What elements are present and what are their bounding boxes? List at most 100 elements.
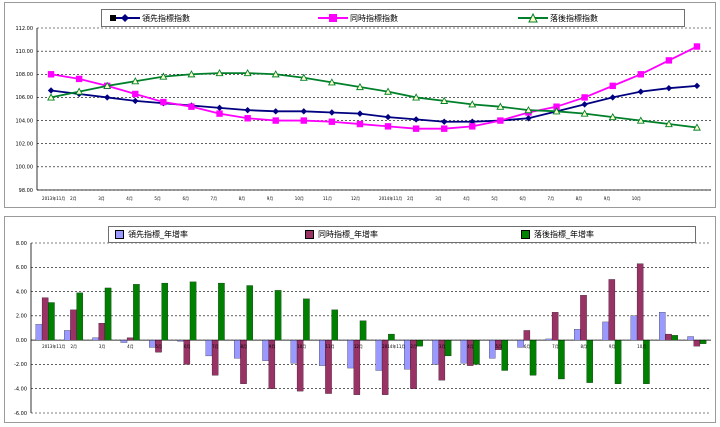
bar-series-1-bar bbox=[240, 340, 247, 384]
series-2-point bbox=[552, 107, 561, 115]
series-2-point bbox=[131, 77, 140, 85]
bar-series-2-bar bbox=[529, 340, 537, 376]
bar-chart-x-tick-label: 10月 bbox=[637, 344, 646, 349]
series-0-point bbox=[665, 84, 673, 92]
series-1-point bbox=[300, 117, 307, 124]
bar-chart-x-tick-label: 6月 bbox=[524, 344, 531, 349]
bar-chart-y-tick-label: 0.00 bbox=[16, 338, 27, 344]
bar-chart-x-tick-label: 4月 bbox=[127, 344, 134, 349]
bar-series-0-bar bbox=[120, 340, 128, 343]
bar-series-0-bar bbox=[319, 340, 326, 366]
series-1-point bbox=[328, 118, 336, 125]
bar-series-2-bar bbox=[218, 282, 225, 341]
bar-chart-x-tick-label: 7月 bbox=[552, 344, 559, 349]
series-2-point bbox=[412, 93, 421, 101]
series-0-point bbox=[693, 82, 701, 90]
legend-item-lagging-yoy: 落後指標_年增率 bbox=[521, 229, 594, 240]
series-0-point bbox=[272, 108, 279, 115]
bar-series-1-bar bbox=[551, 312, 559, 341]
bar-series-2-bar bbox=[331, 309, 338, 341]
line-chart-y-tick-label: 98.00 bbox=[19, 188, 33, 194]
line-chart-y-tick-label: 112.00 bbox=[16, 26, 34, 32]
line-chart-legend: 領先指標指數 同時指標指數 落後指標指數 bbox=[101, 9, 685, 27]
series-2-point bbox=[440, 96, 449, 104]
bar-series-1-bar bbox=[211, 340, 219, 376]
series-1-point bbox=[581, 94, 588, 101]
legend-item-leading-yoy: 領先指標_年增率 bbox=[115, 229, 188, 240]
bar-series-0-bar bbox=[460, 340, 468, 364]
series-0-point bbox=[216, 104, 223, 112]
coincident-yoy-swatch-icon bbox=[305, 230, 314, 239]
bar-series-0-bar bbox=[545, 338, 553, 341]
bar-series-1-bar bbox=[183, 340, 191, 365]
series-0-point bbox=[244, 106, 251, 114]
series-2-point bbox=[103, 81, 112, 89]
bar-chart-x-tick-label: 12月 bbox=[354, 344, 363, 349]
series-0-point bbox=[637, 88, 644, 95]
bar-chart-x-tick-label: 2月 bbox=[411, 344, 418, 349]
bar-chart-x-tick-label: 6月 bbox=[184, 344, 191, 349]
bar-series-2-bar bbox=[416, 340, 423, 347]
bar-series-0-bar bbox=[92, 337, 99, 341]
series-2-point bbox=[468, 100, 477, 108]
line-chart-x-tick-label: 10月 bbox=[295, 196, 304, 201]
series-0-point bbox=[328, 109, 336, 116]
series-2-point bbox=[47, 93, 56, 101]
line-chart-y-tick-label: 108.00 bbox=[16, 72, 34, 78]
series-0-point bbox=[412, 116, 420, 123]
bar-series-1-bar bbox=[381, 340, 389, 395]
bar-series-1-bar bbox=[693, 340, 701, 347]
bar-series-2-bar bbox=[699, 340, 707, 344]
bar-series-1-bar bbox=[410, 340, 417, 389]
bar-series-2-bar bbox=[189, 281, 197, 341]
bar-series-1-bar bbox=[636, 263, 644, 341]
line-chart-x-tick-label: 2月 bbox=[407, 196, 414, 201]
bar-series-0-bar bbox=[659, 312, 666, 341]
series-1-point bbox=[441, 125, 448, 132]
bar-series-0-bar bbox=[262, 340, 269, 361]
series-2-point bbox=[159, 72, 168, 80]
series-1-point bbox=[216, 110, 223, 117]
series-2-point bbox=[75, 87, 84, 95]
bar-series-1-bar bbox=[608, 279, 616, 341]
bar-series-1-bar bbox=[523, 330, 531, 341]
bar-chart-x-tick-label: 9月 bbox=[269, 344, 276, 349]
bar-chart-x-tick-label: 9月 bbox=[609, 344, 616, 349]
series-2-point bbox=[580, 109, 589, 117]
line-chart-x-tick-label: 3月 bbox=[98, 196, 105, 201]
bar-chart-y-tick-label: -6.00 bbox=[14, 411, 27, 417]
series-2-point bbox=[355, 82, 364, 91]
legend-label-coincident-yoy: 同時指標_年增率 bbox=[318, 230, 378, 239]
series-1-point bbox=[47, 71, 55, 78]
bar-chart-y-tick-label: 2.00 bbox=[16, 314, 27, 320]
series-1-point bbox=[132, 90, 139, 98]
bar-series-2-bar bbox=[246, 285, 253, 341]
bar-series-2-bar bbox=[388, 333, 395, 341]
bar-series-2-bar bbox=[643, 340, 650, 384]
line-chart-x-tick-label: 3月 bbox=[435, 196, 442, 201]
bar-series-1-bar bbox=[70, 309, 77, 341]
line-chart-y-tick-label: 100.00 bbox=[16, 165, 34, 171]
bar-chart-x-tick-label: 7月 bbox=[212, 344, 219, 349]
bar-series-1-bar bbox=[98, 323, 106, 341]
series-0-point bbox=[356, 110, 364, 117]
line-chart-x-tick-label: 12月 bbox=[351, 196, 360, 201]
bar-series-0-bar bbox=[574, 329, 581, 341]
line-chart-x-tick-label: 5月 bbox=[154, 196, 161, 201]
bar-series-0-bar bbox=[149, 340, 156, 348]
series-0-point bbox=[132, 97, 139, 105]
series-2-point bbox=[692, 123, 701, 131]
bar-series-2-bar bbox=[671, 335, 678, 341]
line-chart-x-tick-label: 10月 bbox=[632, 196, 641, 201]
bar-chart-x-tick-label: 10月 bbox=[297, 344, 306, 349]
series-0-point bbox=[609, 94, 616, 101]
line-chart-x-tick-label: 9月 bbox=[267, 196, 274, 201]
bar-chart-x-tick-label: 5月 bbox=[156, 344, 163, 349]
series-0-point bbox=[384, 113, 392, 121]
line-chart-x-tick-label: 8月 bbox=[576, 196, 583, 201]
series-0-point bbox=[300, 108, 307, 115]
bar-series-1-bar bbox=[665, 333, 672, 341]
line-chart-y-tick-label: 110.00 bbox=[16, 49, 34, 55]
bar-chart-x-tick-label: 5月 bbox=[496, 344, 503, 349]
